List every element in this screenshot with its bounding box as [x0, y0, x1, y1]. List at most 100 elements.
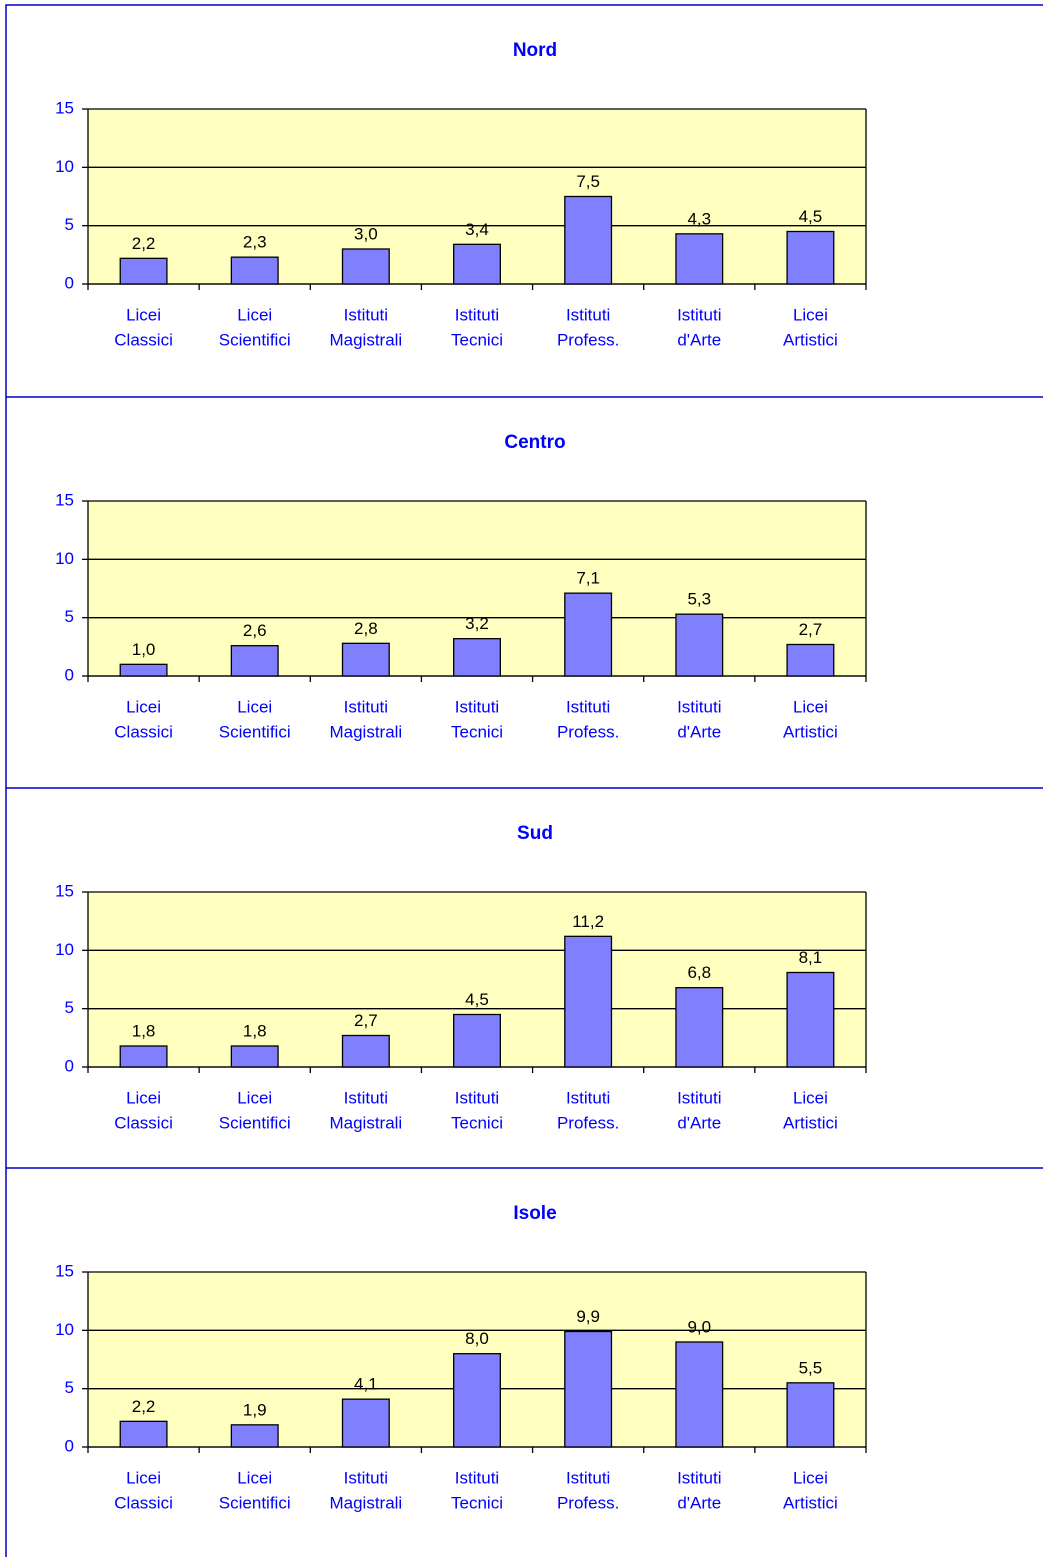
bar: [564, 935, 613, 1068]
y-tick-label: 0: [65, 665, 74, 684]
value-label: 1,8: [243, 1021, 267, 1040]
x-tick-label: Istituti: [566, 305, 610, 324]
value-label: 7,1: [576, 569, 600, 588]
bar: [453, 1353, 501, 1448]
x-tick-label: Artistici: [783, 1493, 838, 1512]
y-tick-label: 0: [65, 1436, 74, 1455]
value-label: 9,0: [687, 1317, 711, 1336]
value-label: 5,5: [799, 1358, 823, 1377]
y-tick-label: 10: [55, 940, 74, 959]
bar: [675, 1341, 724, 1448]
value-label: 3,0: [354, 224, 378, 243]
y-tick-label: 10: [55, 549, 74, 568]
value-label: 6,8: [687, 963, 711, 982]
y-tick-label: 0: [65, 1056, 74, 1075]
x-tick-label: Tecnici: [451, 330, 503, 349]
bar: [341, 642, 390, 677]
bar: [230, 645, 279, 677]
value-label: 1,9: [243, 1400, 267, 1419]
bar: [453, 638, 501, 677]
x-tick-label: Licei: [126, 1088, 161, 1107]
x-tick-label: Scientifici: [219, 1493, 291, 1512]
x-tick-label: Istituti: [344, 1468, 388, 1487]
chart-title: Sud: [517, 823, 553, 844]
value-label: 2,3: [243, 233, 267, 252]
x-tick-label: Profess.: [557, 722, 619, 741]
x-tick-label: Profess.: [557, 1113, 619, 1132]
value-label: 3,4: [465, 220, 489, 239]
x-tick-label: Tecnici: [451, 1493, 503, 1512]
y-tick-label: 10: [55, 1320, 74, 1339]
bar: [786, 1382, 835, 1448]
value-label: 4,5: [799, 207, 823, 226]
x-tick-label: Istituti: [455, 697, 499, 716]
y-tick-label: 5: [65, 607, 74, 626]
x-tick-label: Istituti: [566, 1088, 610, 1107]
x-tick-label: Istituti: [677, 697, 721, 716]
x-tick-label: d'Arte: [677, 330, 721, 349]
x-tick-label: d'Arte: [677, 1493, 721, 1512]
panel-border: [5, 4, 1043, 397]
x-tick-label: Classici: [114, 722, 173, 741]
x-tick-label: Magistrali: [329, 722, 402, 741]
bar: [453, 1013, 501, 1068]
chart-title: Centro: [504, 432, 565, 453]
value-label: 1,0: [132, 640, 156, 659]
bar: [230, 256, 279, 285]
value-label: 11,2: [572, 912, 604, 931]
x-tick-label: Scientifici: [219, 1113, 291, 1132]
x-tick-label: Licei: [126, 697, 161, 716]
x-tick-label: Licei: [793, 1468, 828, 1487]
y-tick-label: 5: [65, 215, 74, 234]
value-label: 9,9: [576, 1307, 600, 1326]
x-tick-label: Artistici: [783, 1113, 838, 1132]
bar: [453, 243, 501, 285]
x-tick-label: Licei: [793, 1088, 828, 1107]
x-tick-label: Licei: [126, 305, 161, 324]
x-tick-label: Tecnici: [451, 722, 503, 741]
x-tick-label: Tecnici: [451, 1113, 503, 1132]
value-label: 2,6: [243, 621, 267, 640]
x-tick-label: Artistici: [783, 330, 838, 349]
bar: [119, 663, 168, 677]
x-tick-label: Licei: [237, 1468, 272, 1487]
bar: [786, 230, 835, 285]
bar: [341, 1034, 390, 1068]
value-label: 2,2: [132, 1397, 156, 1416]
bar: [564, 592, 613, 677]
value-label: 2,7: [799, 620, 823, 639]
value-label: 4,3: [687, 209, 711, 228]
value-label: 4,5: [465, 990, 489, 1009]
bar: [564, 195, 613, 285]
y-tick-label: 15: [55, 881, 74, 900]
value-label: 7,5: [576, 172, 600, 191]
bar: [786, 643, 835, 677]
x-tick-label: Profess.: [557, 330, 619, 349]
bar: [675, 233, 724, 285]
x-tick-label: Istituti: [455, 1088, 499, 1107]
x-tick-label: Istituti: [344, 1088, 388, 1107]
bar: [230, 1045, 279, 1068]
x-tick-label: Classici: [114, 1113, 173, 1132]
y-tick-label: 15: [55, 98, 74, 117]
value-label: 3,2: [465, 614, 489, 633]
x-tick-label: Magistrali: [329, 330, 402, 349]
x-tick-label: Istituti: [677, 305, 721, 324]
panel-border: [5, 396, 1043, 788]
bar: [230, 1424, 279, 1448]
value-label: 4,1: [354, 1375, 378, 1394]
x-tick-label: Licei: [237, 305, 272, 324]
x-tick-label: d'Arte: [677, 1113, 721, 1132]
bar: [119, 1420, 168, 1448]
chart-title: Isole: [513, 1203, 556, 1224]
bar: [119, 257, 168, 285]
value-label: 1,8: [132, 1021, 156, 1040]
x-tick-label: Istituti: [677, 1088, 721, 1107]
x-tick-label: Licei: [793, 305, 828, 324]
x-tick-label: Istituti: [566, 1468, 610, 1487]
value-label: 8,0: [465, 1329, 489, 1348]
x-tick-label: Classici: [114, 1493, 173, 1512]
x-tick-label: d'Arte: [677, 722, 721, 741]
panel-border: [5, 787, 1043, 1168]
